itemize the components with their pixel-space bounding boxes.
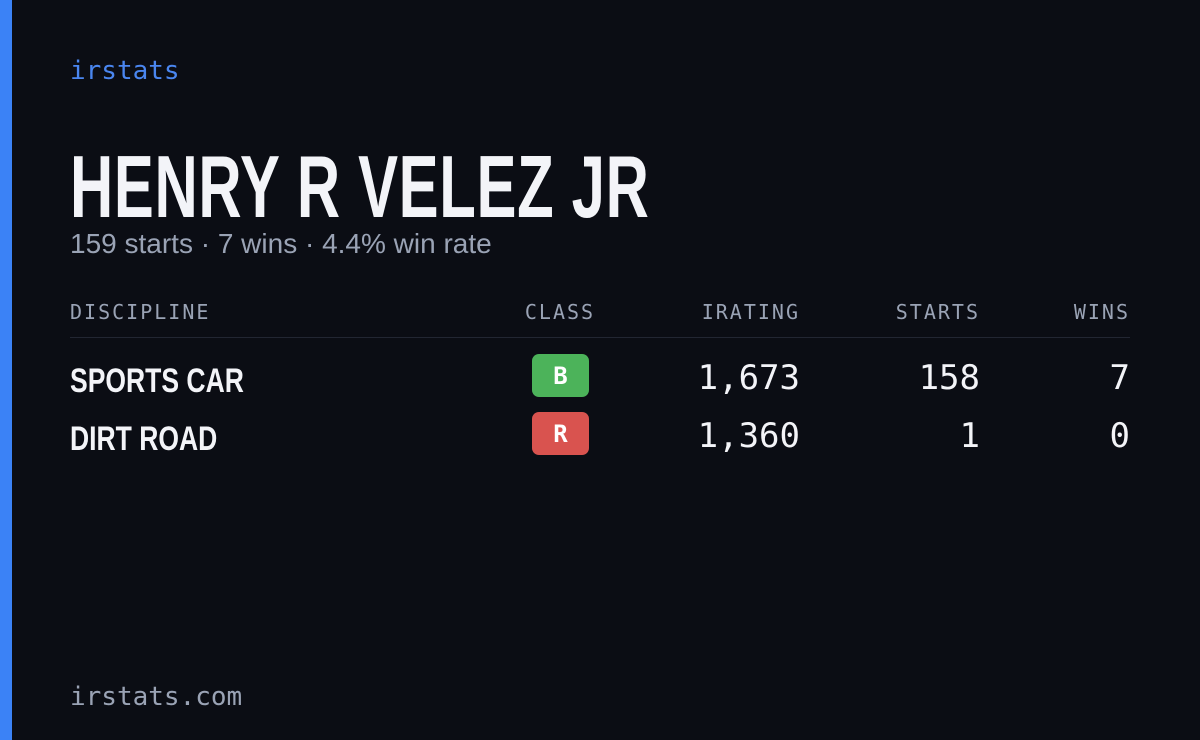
starts: 1 — [959, 416, 980, 456]
column-header: WINS — [1073, 300, 1130, 324]
title: HENRY R VELEZ JR — [70, 137, 650, 236]
irating: 1,673 — [697, 358, 800, 398]
starts: 158 — [918, 358, 980, 398]
footer: irstats.com — [70, 682, 243, 712]
subtitle: 159 starts · 7 wins · 4.4% win rate — [70, 228, 492, 259]
column-header: DISCIPLINE — [70, 300, 211, 324]
header-rule — [70, 337, 1130, 338]
discipline: SPORTS CAR — [70, 362, 244, 400]
column-header: IRATING — [701, 300, 800, 324]
brand: irstats — [70, 56, 180, 86]
class-badge: B — [532, 354, 589, 397]
class-badge: R — [532, 412, 589, 455]
irating: 1,360 — [697, 416, 800, 456]
column-header: CLASS — [524, 300, 596, 324]
discipline: DIRT ROAD — [70, 420, 218, 458]
accent-bar — [0, 0, 12, 740]
wins: 0 — [1109, 416, 1130, 456]
column-header: STARTS — [895, 300, 980, 324]
wins: 7 — [1109, 358, 1130, 398]
